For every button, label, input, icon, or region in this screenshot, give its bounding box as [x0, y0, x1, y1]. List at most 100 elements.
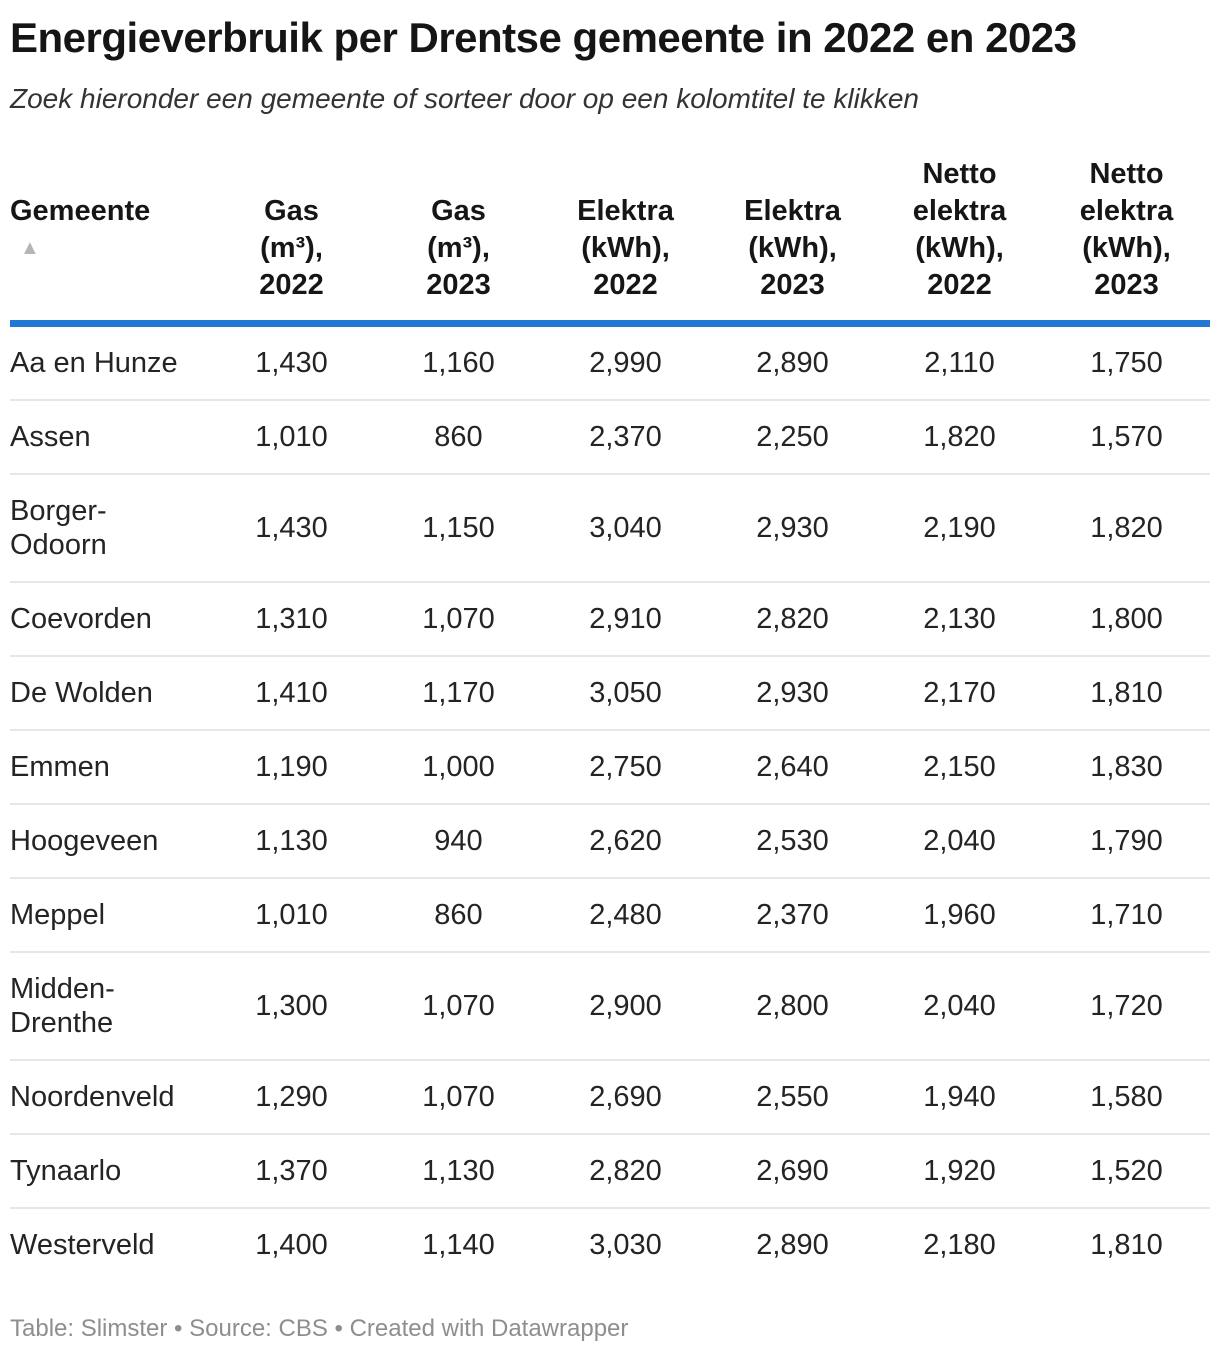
value-cell: 3,040 — [542, 472, 709, 582]
gemeente-cell: Tynaarlo — [10, 1132, 208, 1208]
value-cell: 3,050 — [542, 654, 709, 730]
value-cell: 1,580 — [1043, 1058, 1210, 1134]
value-cell: 1,150 — [375, 472, 542, 582]
value-cell: 2,180 — [876, 1206, 1043, 1281]
value-cell: 1,720 — [1043, 950, 1210, 1060]
value-cell: 2,820 — [709, 580, 876, 656]
gemeente-cell: Meppel — [10, 876, 208, 952]
value-cell: 1,430 — [208, 472, 375, 582]
value-cell: 1,140 — [375, 1206, 542, 1281]
value-cell: 1,750 — [1090, 346, 1163, 379]
value-cell: 1,130 — [208, 802, 375, 878]
energy-consumption-table: Gemeente ▲ Gas (m³), 2022 Gas (m³), 2023… — [10, 155, 1210, 1281]
value-cell: 2,550 — [709, 1058, 876, 1134]
table-row: Hoogeveen 1,130 940 2,620 2,530 2,040 1,… — [10, 802, 1210, 878]
value-cell: 1,710 — [1043, 876, 1210, 952]
table-row: Tynaarlo 1,370 1,130 2,820 2,690 1,920 1… — [10, 1132, 1210, 1208]
value-cell: 1,010 — [208, 876, 375, 952]
value-cell: 2,190 — [876, 472, 1043, 582]
gemeente-cell: Borger-Odoorn — [10, 472, 208, 582]
table-row: De Wolden 1,410 1,170 3,050 2,930 2,170 … — [10, 654, 1210, 730]
value-cell: 2,910 — [542, 580, 709, 656]
value-cell: 1,070 — [375, 950, 542, 1060]
value-cell: 1,000 — [375, 728, 542, 804]
value-cell: 1,410 — [208, 654, 375, 730]
value-cell: 860 — [375, 398, 542, 474]
table-row: Borger-Odoorn 1,430 1,150 3,040 2,930 2,… — [10, 472, 1210, 582]
gemeente-cell: Noordenveld — [10, 1058, 208, 1134]
value-cell: 2,900 — [542, 950, 709, 1060]
value-cell: 2,170 — [876, 654, 1043, 730]
value-cell: 1,800 — [1043, 580, 1210, 656]
table-row: Noordenveld 1,290 1,070 2,690 2,550 1,94… — [10, 1058, 1210, 1134]
value-cell: 1,290 — [208, 1058, 375, 1134]
page-title: Energieverbruik per Drentse gemeente in … — [10, 14, 1077, 61]
value-cell: 2,040 — [876, 802, 1043, 878]
value-cell: 1,830 — [1043, 728, 1210, 804]
value-cell: 1,310 — [208, 580, 375, 656]
value-cell: 1,070 — [375, 580, 542, 656]
table-row: Emmen 1,190 1,000 2,750 2,640 2,150 1,83… — [10, 728, 1210, 804]
value-cell: 2,370 — [709, 876, 876, 952]
column-header-gemeente[interactable]: Gemeente ▲ — [10, 155, 208, 327]
table-row: Coevorden 1,310 1,070 2,910 2,820 2,130 … — [10, 580, 1210, 656]
value-cell: 2,890 — [756, 346, 829, 379]
value-cell: 2,370 — [542, 398, 709, 474]
table-header: Gemeente ▲ Gas (m³), 2022 Gas (m³), 2023… — [10, 155, 1210, 327]
value-cell: 2,640 — [709, 728, 876, 804]
value-cell: 940 — [375, 802, 542, 878]
value-cell: 1,190 — [208, 728, 375, 804]
value-cell: 2,800 — [709, 950, 876, 1060]
value-cell: 2,130 — [876, 580, 1043, 656]
value-cell: 1,820 — [1043, 472, 1210, 582]
table-body: Aa en Hunze 1,430 1,160 2,990 2,890 2,11… — [10, 323, 1210, 1281]
value-cell: 2,750 — [542, 728, 709, 804]
gemeente-cell: Emmen — [10, 728, 208, 804]
column-header-netto-elektra-2022[interactable]: Netto elektra (kWh), 2022 — [876, 155, 1043, 327]
column-header-elektra-2023[interactable]: Elektra (kWh), 2023 — [709, 155, 876, 327]
footer-credits: Table: Slimster • Source: CBS • Created … — [10, 1314, 629, 1342]
value-cell: 3,030 — [542, 1206, 709, 1281]
gemeente-cell: Midden-Drenthe — [10, 950, 208, 1060]
value-cell: 1,920 — [876, 1132, 1043, 1208]
value-cell: 1,520 — [1043, 1132, 1210, 1208]
column-header-elektra-2022[interactable]: Elektra (kWh), 2022 — [542, 155, 709, 327]
value-cell: 2,110 — [924, 346, 995, 379]
value-cell: 1,300 — [208, 950, 375, 1060]
value-cell: 1,070 — [375, 1058, 542, 1134]
value-cell: 1,170 — [375, 654, 542, 730]
value-cell: 2,990 — [589, 346, 662, 379]
value-cell: 2,930 — [709, 654, 876, 730]
value-cell: 2,250 — [709, 398, 876, 474]
value-cell: 2,890 — [709, 1206, 876, 1281]
table-row: Meppel 1,010 860 2,480 2,370 1,960 1,710 — [10, 876, 1210, 952]
value-cell: 2,620 — [542, 802, 709, 878]
value-cell: 2,480 — [542, 876, 709, 952]
table-row: Aa en Hunze 1,430 1,160 2,990 2,890 2,11… — [10, 323, 1210, 400]
table-header-row: Gemeente ▲ Gas (m³), 2022 Gas (m³), 2023… — [10, 155, 1210, 327]
value-cell: 1,160 — [422, 346, 495, 379]
value-cell: 1,570 — [1043, 398, 1210, 474]
value-cell: 1,790 — [1043, 802, 1210, 878]
value-cell: 1,130 — [375, 1132, 542, 1208]
value-cell: 1,400 — [208, 1206, 375, 1281]
page-subtitle: Zoek hieronder een gemeente of sorteer d… — [10, 83, 919, 115]
value-cell: 2,150 — [876, 728, 1043, 804]
value-cell: 1,820 — [876, 398, 1043, 474]
column-header-gas-2023[interactable]: Gas (m³), 2023 — [375, 155, 542, 327]
gemeente-cell: Coevorden — [10, 580, 208, 656]
value-cell: 1,940 — [876, 1058, 1043, 1134]
column-header-netto-elektra-2023[interactable]: Netto elektra (kWh), 2023 — [1043, 155, 1210, 327]
value-cell: 1,430 — [255, 346, 328, 379]
gemeente-cell: Assen — [10, 398, 208, 474]
column-header-gas-2022[interactable]: Gas (m³), 2022 — [208, 155, 375, 327]
value-cell: 2,930 — [709, 472, 876, 582]
value-cell: 1,010 — [208, 398, 375, 474]
value-cell: 2,690 — [542, 1058, 709, 1134]
value-cell: 1,810 — [1043, 654, 1210, 730]
value-cell: 1,810 — [1043, 1206, 1210, 1281]
gemeente-cell: De Wolden — [10, 654, 208, 730]
value-cell: 2,040 — [876, 950, 1043, 1060]
value-cell: 2,820 — [542, 1132, 709, 1208]
